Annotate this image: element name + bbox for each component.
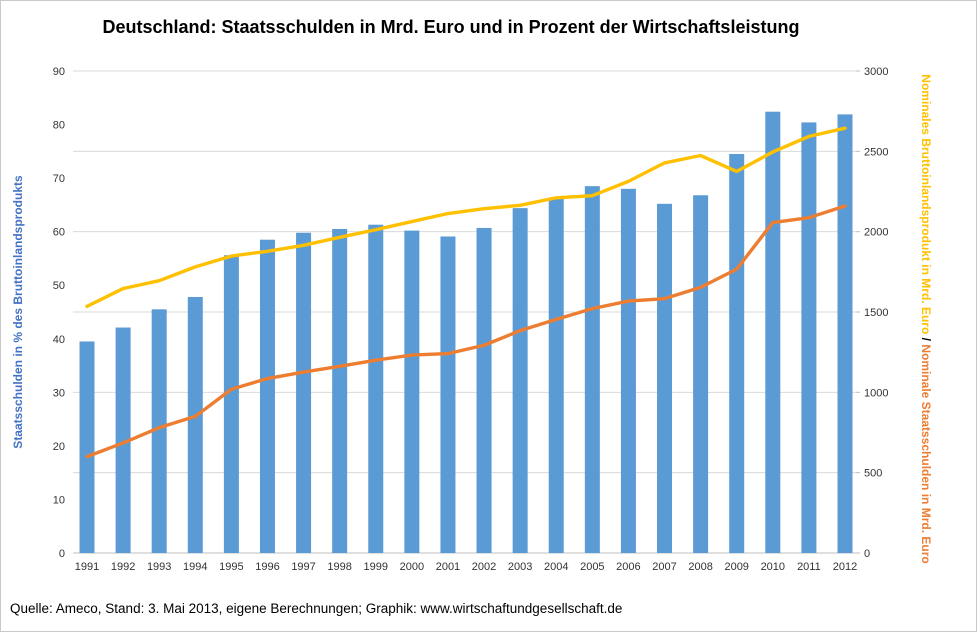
bar-2004 [548, 198, 564, 553]
left-axis-tick-label: 0 [59, 548, 65, 560]
gdp-line [85, 126, 847, 309]
x-axis-year-label: 1996 [255, 561, 279, 573]
bar-1991 [79, 341, 95, 553]
left-axis-title: Staatsschulden in % des Bruttoinlandspro… [11, 175, 25, 449]
x-axis-year-label: 2011 [797, 561, 821, 573]
bar-2007 [657, 203, 673, 553]
bar-1993 [151, 309, 167, 553]
x-axis-year-label: 1998 [327, 561, 351, 573]
left-axis-tick-label: 30 [53, 387, 65, 399]
bar-2011 [801, 122, 817, 553]
x-axis-year-label: 2010 [761, 561, 785, 573]
left-axis-tick-label: 90 [53, 66, 65, 78]
bar-2001 [440, 236, 456, 553]
x-axis-year-label: 1993 [147, 561, 171, 573]
x-axis-year-label: 2009 [724, 561, 748, 573]
x-axis-year-label: 1991 [75, 561, 99, 573]
left-axis-tick-label: 40 [53, 334, 65, 346]
left-axis-tick-label: 20 [53, 441, 65, 453]
bar-1994 [187, 297, 203, 553]
left-axis-tick-label: 80 [53, 120, 65, 132]
debt-line [85, 204, 847, 459]
right-axis-tick-label: 3000 [864, 66, 888, 78]
chart-title: Deutschland: Staatsschulden in Mrd. Euro… [102, 17, 800, 37]
bar-2005 [584, 186, 600, 553]
bar-2000 [404, 230, 420, 553]
bar-2010 [765, 111, 781, 554]
right-axis-tick-label: 2500 [864, 146, 888, 158]
bar-2008 [693, 195, 709, 553]
right-axis-tick-label: 500 [864, 468, 882, 480]
bar-1996 [259, 239, 275, 553]
right-axis-title-debt: Nominale Staatsschulden in Mrd. Euro [919, 344, 933, 564]
right-axis-title: Nominales Bruttoinlandsprodukt in Mrd. E… [913, 19, 933, 619]
left-axis-tick-label: 50 [53, 280, 65, 292]
bar-2009 [729, 154, 745, 553]
left-axis-tick-label: 70 [53, 173, 65, 185]
right-axis-title-gdp: Nominales Bruttoinlandsprodukt in Mrd. E… [919, 74, 933, 335]
source-note: Quelle: Ameco, Stand: 3. Mai 2013, eigen… [10, 601, 623, 616]
bar-1999 [368, 224, 384, 553]
right-axis-title-separator: / [919, 334, 933, 345]
x-axis-year-label: 2005 [580, 561, 604, 573]
x-axis-year-label: 1992 [111, 561, 135, 573]
x-axis-year-label: 1995 [219, 561, 243, 573]
bar-2003 [512, 208, 528, 553]
bar-1998 [332, 228, 348, 553]
bar-1995 [223, 255, 239, 553]
x-axis-year-label: 2007 [652, 561, 676, 573]
right-axis-tick-label: 0 [864, 548, 870, 560]
x-axis-year-label: 1997 [291, 561, 315, 573]
right-axis-tick-label: 2000 [864, 227, 888, 239]
x-axis-year-label: 2000 [400, 561, 424, 573]
left-axis-tick-label: 60 [53, 227, 65, 239]
x-axis-year-label: 2012 [833, 561, 857, 573]
x-axis-year-label: 1999 [364, 561, 388, 573]
bar-1992 [115, 327, 131, 553]
x-axis-year-label: 2002 [472, 561, 496, 573]
x-axis-year-label: 2008 [688, 561, 712, 573]
bar-2006 [620, 188, 636, 554]
x-axis-year-label: 2001 [436, 561, 460, 573]
bar-2002 [476, 227, 492, 553]
x-axis-year-label: 2003 [508, 561, 532, 573]
bar-1997 [296, 232, 312, 553]
x-axis-year-label: 2004 [544, 561, 568, 573]
bar-2012 [837, 114, 853, 553]
x-axis-year-label: 1994 [183, 561, 207, 573]
right-axis-tick-label: 1500 [864, 307, 888, 319]
left-axis-tick-label: 10 [53, 494, 65, 506]
x-axis-year-label: 2006 [616, 561, 640, 573]
right-axis-tick-label: 1000 [864, 387, 888, 399]
